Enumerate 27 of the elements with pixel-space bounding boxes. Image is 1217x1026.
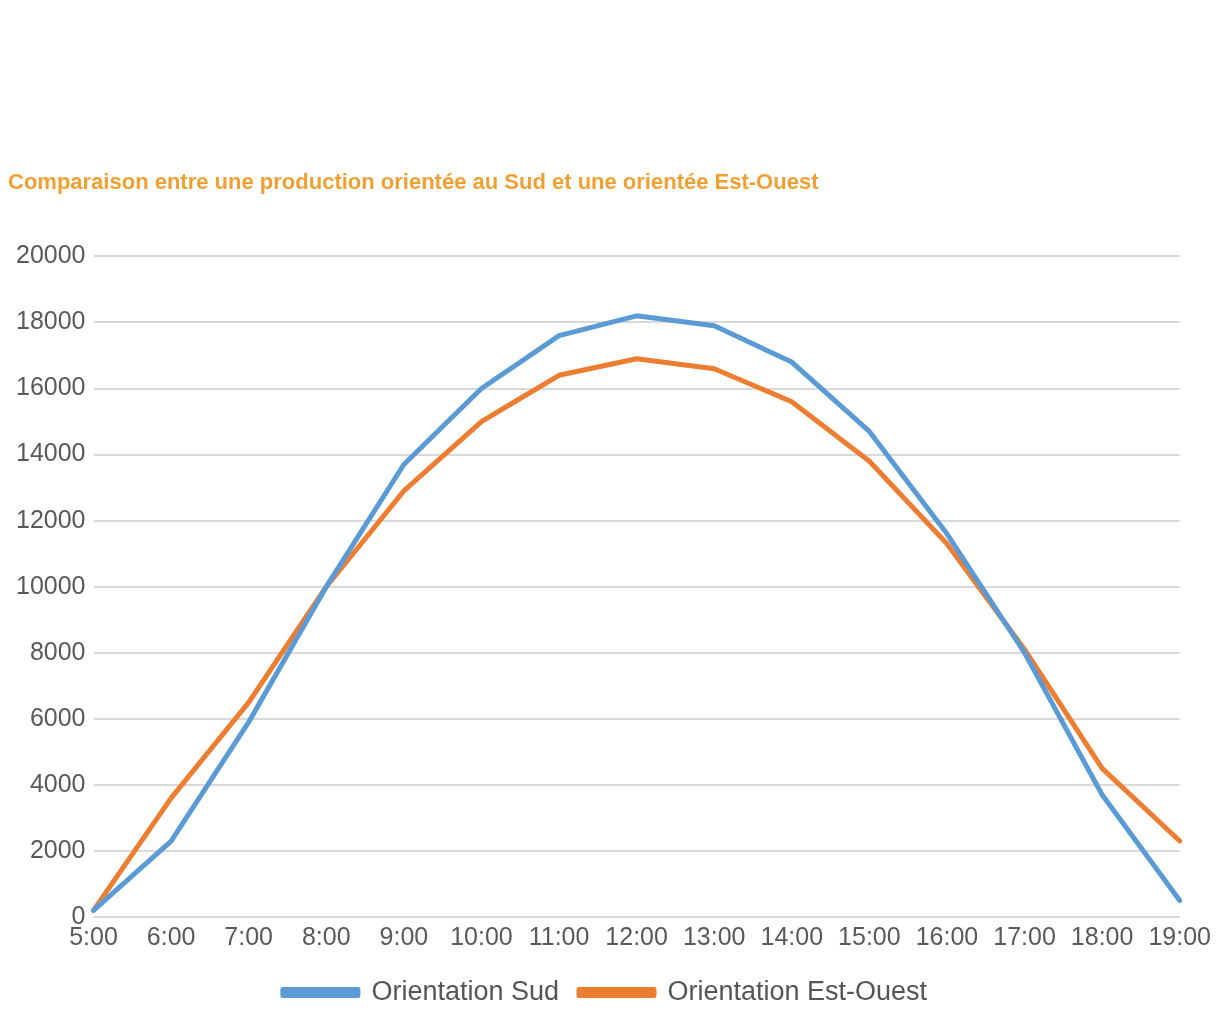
chart-title: Comparaison entre une production orientée au Sud et une orientée Est-Ouest [8,169,820,195]
x-tick-label: 7:00 [224,921,274,950]
x-tick-label: 10:00 [450,921,513,950]
legend-label: Orientation Sud [371,975,560,1006]
x-tick-label: 17:00 [993,921,1056,950]
y-tick-label: 16000 [15,372,86,401]
y-tick-label: 8000 [29,636,86,665]
x-tick-label: 19:00 [1148,921,1211,950]
y-tick-label: 18000 [15,306,86,335]
x-tick-label: 16:00 [915,921,979,950]
y-tick-label: 14000 [15,438,86,467]
y-tick-label: 20000 [15,240,86,269]
y-tick-label: 2000 [29,834,86,863]
x-tick-label: 8:00 [301,921,351,950]
y-tick-label: 10000 [15,570,86,599]
x-tick-label: 13:00 [682,921,746,950]
x-tick-label: 9:00 [379,921,429,950]
x-tick-label: 11:00 [528,921,590,950]
x-tick-label: 15:00 [838,921,901,950]
y-tick-label: 6000 [29,702,86,731]
x-tick-label: 6:00 [146,921,196,950]
legend-label: Orientation Est-Ouest [667,975,928,1006]
x-tick-label: 12:00 [605,921,668,950]
x-tick-label: 18:00 [1070,921,1134,950]
x-tick-label: 14:00 [760,921,824,950]
y-tick-label: 12000 [15,504,86,533]
y-tick-label: 4000 [29,768,86,797]
